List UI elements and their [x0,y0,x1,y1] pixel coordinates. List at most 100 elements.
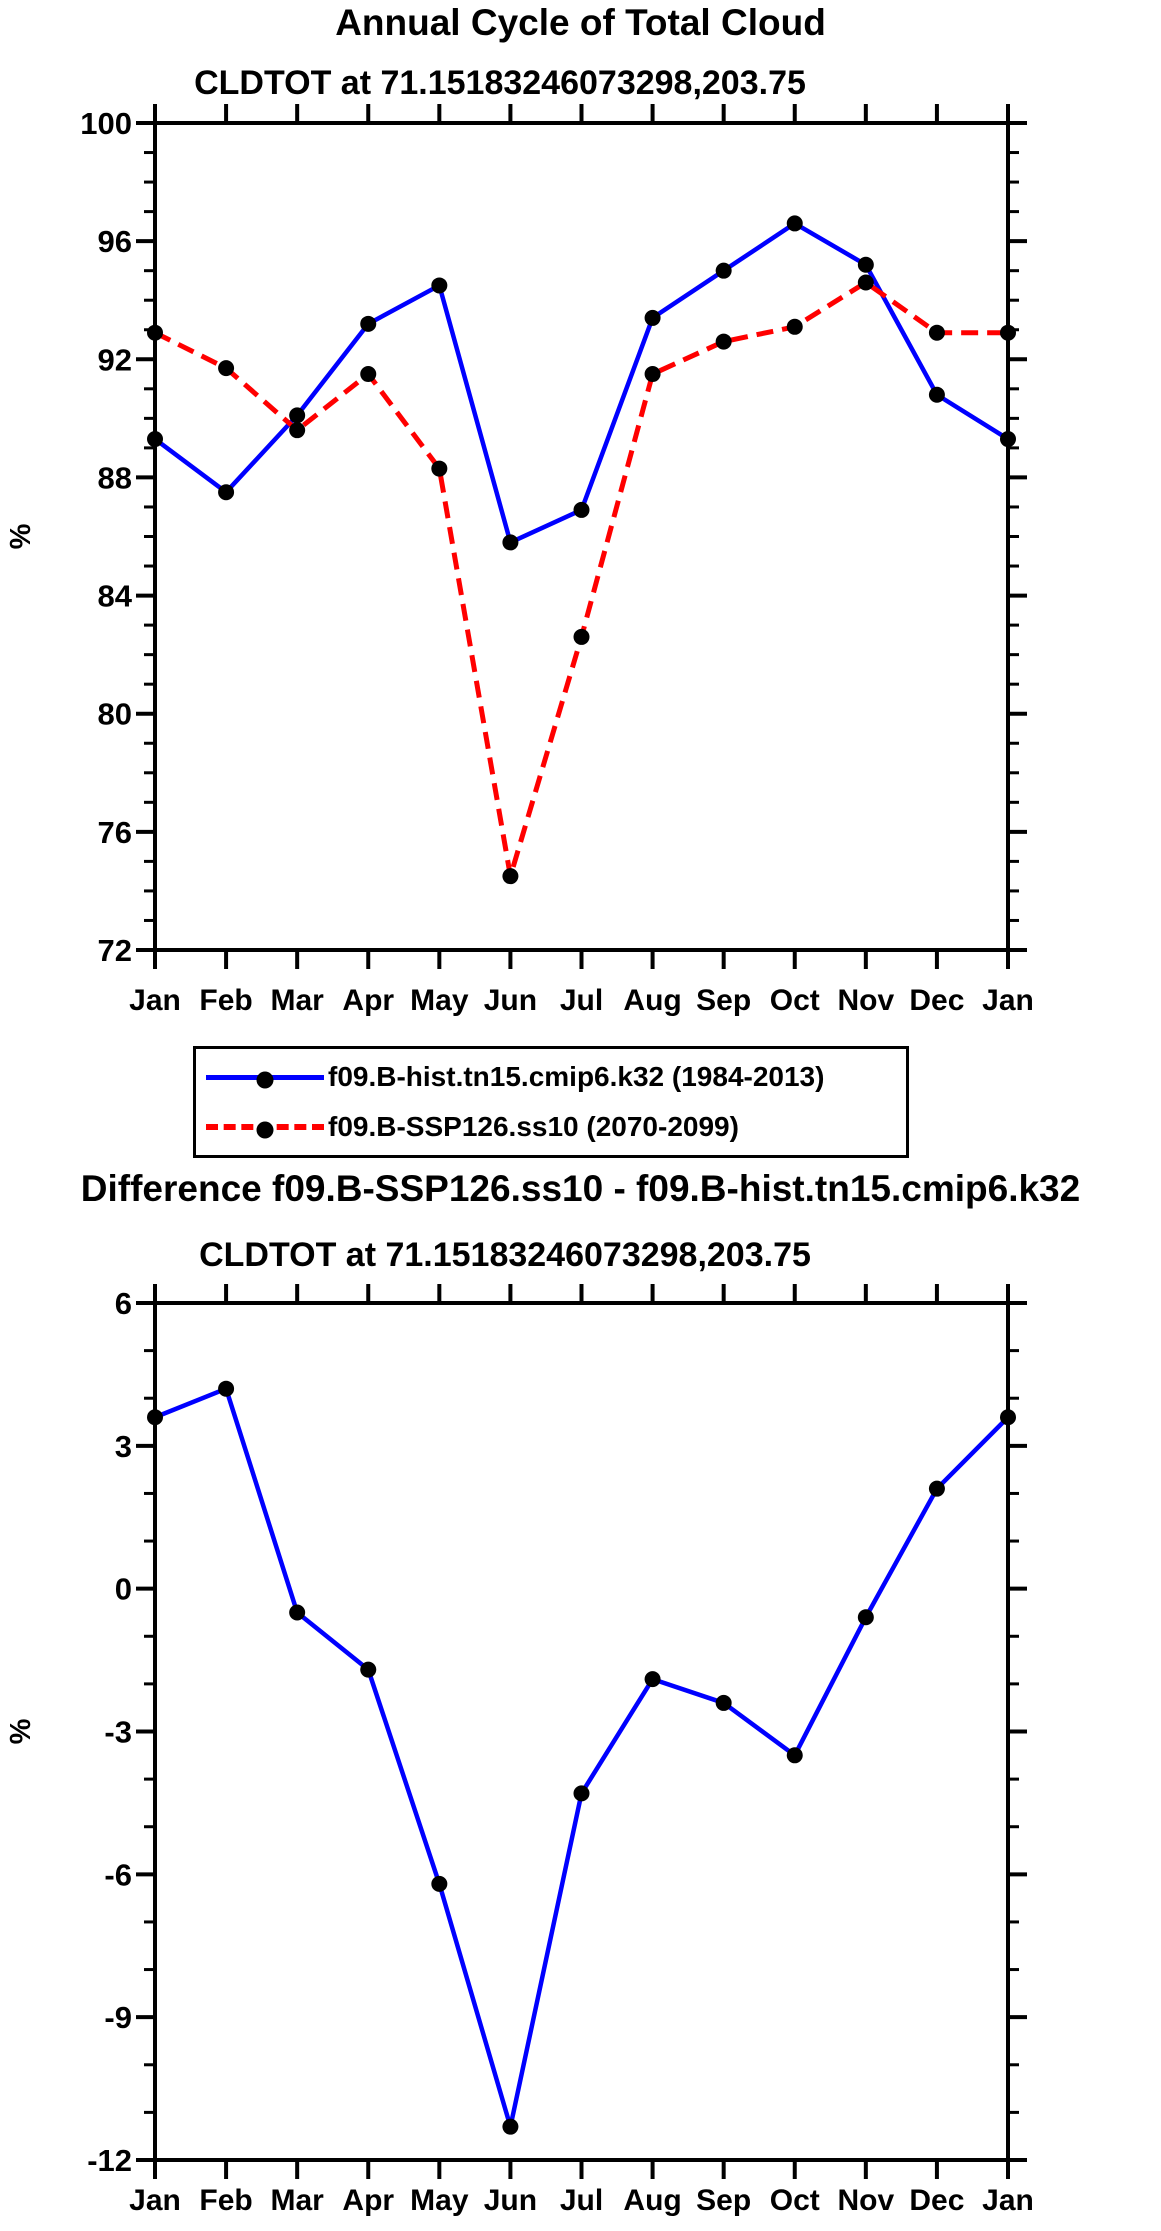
chart1-markers [147,215,1016,551]
chart2-month-label: Oct [770,2184,820,2217]
data-point-marker [502,534,519,551]
chart2-frame [153,1301,1010,2162]
chart2-x-tick-labels: Jan Feb Mar Apr May Jun Jul Aug Sep Oct Nov Dec Jan [129,2184,1034,2217]
chart1-month-label: Mar [270,984,324,1017]
data-point-marker [289,422,306,439]
legend-item-ssp126: f09.B-SSP126.ss10 (2070-2099) [206,1102,906,1152]
chart1-ytick-label: 100 [80,106,132,141]
chart2-title: Difference f09.B-SSP126.ss10 - f09.B-his… [80,1168,1081,1209]
chart1-subtitle: CLDTOT at 71.15183246073298,203.75 [194,64,806,102]
data-point-marker [928,1480,945,1497]
data-point-marker [644,366,661,383]
chart2-month-label: Jan [982,2184,1034,2217]
chart2-month-label: Dec [909,2184,964,2217]
chart1-ylabel: % [5,523,37,549]
chart2-month-label: Feb [199,2184,252,2217]
data-point-marker [644,1671,661,1688]
chart1-month-label: Apr [342,984,394,1017]
data-point-marker [857,274,874,291]
legend-label-hist: f09.B-hist.tn15.cmip6.k32 (1984-2013) [328,1061,825,1092]
data-point-marker [857,256,874,273]
chart2-markers [147,1380,1016,2135]
chart1-month-label: Jul [560,984,603,1017]
chart1-month-label: Feb [199,984,252,1017]
chart2-ytick-label: -9 [104,2000,132,2035]
chart2-ytick-label: -12 [87,2143,132,2178]
chart2-month-label: Jan [129,2184,181,2217]
chart1-month-label: Nov [837,984,894,1017]
chart1-series-ssp126 [153,279,1008,879]
chart2-month-label: Nov [837,2184,894,2217]
legend: f09.B-hist.tn15.cmip6.k32 (1984-2013) f0… [193,1046,909,1158]
data-point-marker [147,324,163,341]
chart2-month-label: Sep [696,2184,751,2217]
chart2-ytick-label: -6 [104,1857,132,1892]
chart2-ytick-label: 6 [115,1286,132,1321]
chart2-y-ticks [136,1301,1027,2162]
data-point-marker [431,277,448,294]
chart2-y-tick-labels: 6 3 0 -3 -6 -9 -12 [87,1286,132,2178]
chart2-subtitle: CLDTOT at 71.15183246073298,203.75 [199,1236,811,1274]
marker-dot-icon [256,1071,274,1088]
data-point-marker [147,1409,163,1426]
chart1-plot: 100 96 92 88 84 80 76 72 Jan Feb Mar Apr May Jun Jul Au… [5,104,1034,1017]
chart2-ytick-label: 3 [115,1429,132,1464]
data-point-marker [786,1747,803,1764]
data-point-marker [1000,431,1016,448]
data-point-marker [1000,1409,1016,1426]
chart1-ytick-label: 84 [98,579,133,614]
data-point-marker [573,628,590,645]
chart1-x-tick-labels: Jan Feb Mar Apr May Jun Jul Aug Sep Oct Nov Dec Jan [129,984,1034,1017]
chart1-x-ticks [153,104,1010,969]
chart1-y-ticks [136,121,1027,952]
chart2-month-label: Aug [623,2184,681,2217]
data-point-marker [715,1694,732,1711]
data-point-marker [715,333,732,350]
marker-dot-icon [256,1121,274,1139]
data-point-marker [573,1785,590,1802]
chart2-ytick-label: -3 [104,1715,132,1750]
chart1-y-tick-labels: 100 96 92 88 84 80 76 72 [80,106,132,968]
chart2-series-difference [154,1386,1010,2129]
chart1-ytick-label: 96 [98,224,132,259]
chart2-ytick-label: 0 [115,1572,132,1607]
data-point-marker [360,366,377,383]
chart1-ytick-label: 92 [98,342,132,377]
chart2-month-label: Jun [484,2184,537,2217]
chart1-month-label: Oct [770,984,820,1017]
data-point-marker [431,1875,448,1892]
chart1-month-label: Dec [909,984,964,1017]
data-point-marker [218,484,235,501]
data-point-marker [502,868,519,885]
chart1-ytick-label: 80 [98,697,132,732]
chart1-ytick-label: 88 [98,460,132,495]
ssp126-line-sample-icon [206,1121,324,1139]
chart1-month-label: Aug [623,984,681,1017]
chart1-ytick-label: 72 [98,933,132,968]
data-point-marker [218,1380,235,1397]
data-point-marker [360,315,377,332]
chart1-title: Annual Cycle of Total Cloud [335,2,826,43]
chart2-x-ticks [153,1284,1010,2179]
data-point-marker [928,386,945,403]
data-point-marker [431,460,448,477]
data-point-marker [502,2118,519,2135]
data-point-marker [289,1604,306,1621]
data-point-marker [786,318,803,335]
chart1-month-label: Sep [696,984,751,1017]
data-point-marker [573,501,590,518]
data-point-marker [360,1661,377,1678]
hist-line-sample-icon [206,1071,324,1088]
chart1-month-label: Jun [484,984,537,1017]
data-point-marker [857,1609,874,1626]
chart1-ytick-label: 76 [98,815,132,850]
chart1-series-hist [153,221,1010,545]
data-point-marker [147,431,163,448]
chart2-plot: 6 3 0 -3 -6 -9 -12 Jan Feb Mar Apr May Jun Jul Aug Sep O… [5,1284,1034,2217]
chart1-month-label: Jan [129,984,181,1017]
data-point-marker [715,262,732,279]
chart2-month-label: Jul [560,2184,603,2217]
chart1-markers [147,274,1016,885]
legend-item-hist: f09.B-hist.tn15.cmip6.k32 (1984-2013) [206,1052,906,1102]
